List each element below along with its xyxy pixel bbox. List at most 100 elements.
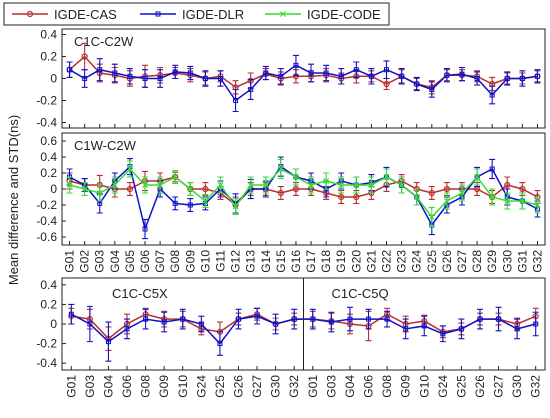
marker [157, 76, 163, 81]
marker [278, 73, 284, 79]
x-tick-label: G04 [101, 375, 115, 398]
marker [126, 185, 134, 193]
marker [82, 76, 88, 81]
x-tick-label: G04 [343, 375, 357, 398]
x-tick-label: G28 [470, 250, 484, 273]
marker [347, 316, 353, 322]
y-tick-label: 0.4 [40, 150, 57, 164]
marker [489, 166, 495, 172]
x-tick-label: G30 [510, 375, 524, 398]
marker [105, 339, 111, 345]
marker [248, 87, 254, 92]
marker [292, 185, 300, 193]
marker [293, 62, 299, 68]
marker [399, 73, 405, 79]
marker [328, 319, 334, 325]
marker [180, 316, 186, 322]
marker [262, 182, 269, 188]
marker [308, 70, 314, 76]
y-tick-label: 0.4 [40, 28, 57, 42]
y-tick-label: 0.2 [40, 50, 57, 64]
marker [504, 181, 511, 189]
x-tick-label: G10 [176, 375, 190, 398]
marker [458, 326, 464, 332]
marker [112, 70, 118, 76]
marker [429, 87, 435, 92]
marker [383, 174, 390, 180]
x-tick-label: G16 [289, 250, 303, 273]
marker [217, 341, 223, 347]
marker [353, 193, 360, 201]
series-line [69, 167, 538, 219]
marker [533, 321, 539, 327]
marker [519, 185, 526, 193]
x-tick-label: G13 [244, 250, 258, 273]
x-tick-label: G01 [64, 375, 78, 398]
y-tick-label: -0.2 [36, 337, 57, 351]
x-tick-label: G30 [500, 250, 514, 273]
marker [398, 182, 405, 188]
x-tick-label: G27 [455, 250, 469, 273]
panel-label: C1C-C5X [112, 286, 168, 301]
y-tick-label: 0.6 [40, 134, 57, 148]
x-tick-label: G06 [362, 375, 376, 398]
x-tick-label: G01 [63, 250, 77, 273]
x-tick-label: G25 [213, 375, 227, 398]
marker [459, 190, 465, 196]
x-tick-label: G05 [123, 250, 137, 273]
marker [273, 321, 279, 327]
y-tick-label: 0 [50, 182, 57, 196]
marker [496, 316, 502, 322]
x-tick-label: G26 [473, 375, 487, 398]
marker [247, 182, 254, 188]
x-tick-label: G30 [269, 375, 283, 398]
marker [277, 189, 284, 197]
marker [308, 182, 314, 188]
marker [443, 185, 450, 193]
marker [202, 185, 209, 193]
x-tick-label: G04 [108, 250, 122, 273]
x-tick-label: G22 [380, 250, 394, 273]
x-tick-label: G08 [380, 375, 394, 398]
marker [477, 316, 483, 322]
y-axis-label: Mean difference and STD(ns) [6, 115, 21, 285]
series-line [70, 313, 536, 345]
marker [514, 326, 520, 332]
y-tick-label: 0 [50, 72, 57, 86]
marker [534, 202, 541, 208]
marker [403, 326, 409, 332]
x-tick-label: G03 [324, 375, 338, 398]
marker [413, 194, 420, 200]
marker [68, 311, 74, 317]
x-tick-label: G15 [274, 250, 288, 273]
x-tick-label: G24 [436, 375, 450, 398]
x-tick-label: G18 [319, 250, 333, 273]
legend-label: IGDE-CAS [54, 7, 117, 22]
marker [293, 174, 299, 180]
marker [338, 182, 345, 188]
marker [443, 198, 450, 204]
marker [127, 73, 133, 79]
marker [440, 331, 446, 337]
marker [87, 321, 93, 327]
marker [66, 182, 73, 188]
series [66, 158, 541, 228]
y-tick-label: 0.4 [40, 278, 57, 292]
marker [124, 326, 130, 332]
marker [217, 76, 223, 81]
x-tick-label: G09 [157, 375, 171, 398]
x-tick-label: G02 [78, 250, 92, 273]
marker [534, 73, 540, 79]
marker [233, 98, 239, 103]
marker [155, 11, 161, 17]
y-tick-label: 0.2 [40, 297, 57, 311]
marker [277, 166, 284, 172]
marker [187, 202, 193, 208]
x-tick-label: G26 [440, 250, 454, 273]
x-tick-label: G12 [229, 250, 243, 273]
marker [519, 76, 525, 81]
marker [67, 67, 73, 73]
panel-label: C1W-C2W [74, 138, 137, 153]
